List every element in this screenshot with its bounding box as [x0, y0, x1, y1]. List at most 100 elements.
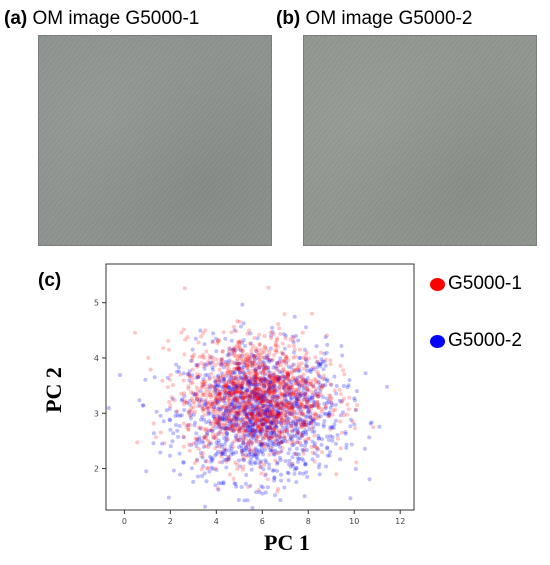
point-g5000-2	[263, 390, 268, 395]
point-g5000-1	[250, 416, 255, 421]
point-g5000-1	[258, 393, 263, 398]
point-g5000-2	[222, 418, 227, 423]
point-g5000-1	[209, 395, 213, 400]
point-g5000-1	[275, 489, 280, 494]
point-g5000-1	[195, 375, 200, 379]
point-g5000-2	[267, 408, 271, 413]
point-g5000-1	[205, 390, 210, 394]
point-g5000-2	[252, 409, 257, 414]
point-g5000-2	[227, 390, 232, 395]
point-g5000-2	[216, 418, 221, 423]
point-g5000-1	[268, 426, 273, 431]
point-g5000-2	[237, 426, 242, 431]
point-g5000-1	[286, 358, 291, 363]
point-g5000-2	[289, 365, 294, 370]
point-g5000-1	[211, 435, 216, 440]
point-g5000-2	[240, 381, 245, 385]
point-g5000-1	[282, 404, 287, 409]
point-g5000-2	[222, 426, 227, 431]
point-g5000-2	[226, 404, 231, 409]
point-g5000-2	[250, 389, 255, 394]
point-g5000-1	[295, 396, 300, 400]
point-g5000-2	[204, 363, 209, 368]
point-g5000-1	[256, 351, 261, 356]
point-g5000-2	[283, 333, 288, 338]
point-g5000-2	[255, 382, 260, 387]
point-g5000-1	[234, 329, 239, 334]
point-g5000-1	[245, 383, 250, 388]
point-g5000-2	[297, 368, 302, 373]
point-g5000-1	[289, 406, 294, 411]
point-g5000-1	[240, 430, 244, 435]
point-g5000-1	[262, 463, 267, 467]
point-g5000-2	[235, 385, 240, 390]
point-g5000-2	[192, 393, 197, 397]
point-g5000-1	[259, 382, 264, 386]
point-g5000-1	[230, 406, 235, 411]
point-g5000-1	[207, 362, 212, 367]
point-g5000-1	[224, 391, 229, 396]
point-g5000-2	[174, 362, 179, 367]
point-g5000-2	[210, 339, 215, 344]
point-g5000-2	[317, 385, 322, 390]
point-g5000-1	[231, 390, 236, 395]
point-g5000-2	[276, 374, 281, 379]
point-g5000-2	[273, 414, 278, 419]
point-g5000-1	[232, 367, 237, 371]
point-g5000-1	[256, 397, 261, 402]
point-g5000-1	[263, 427, 268, 432]
point-g5000-1	[160, 378, 165, 383]
point-g5000-2	[257, 442, 262, 447]
point-g5000-2	[253, 382, 258, 387]
point-g5000-2	[267, 399, 272, 404]
point-g5000-2	[236, 416, 241, 421]
point-g5000-1	[240, 359, 245, 364]
point-g5000-1	[181, 434, 186, 439]
point-g5000-2	[181, 460, 186, 465]
point-g5000-2	[334, 441, 338, 446]
point-g5000-2	[256, 412, 261, 417]
point-g5000-1	[313, 380, 318, 385]
point-g5000-2	[212, 405, 216, 410]
point-g5000-1	[278, 331, 283, 336]
point-g5000-2	[283, 389, 288, 394]
point-g5000-2	[269, 420, 274, 425]
point-g5000-2	[274, 401, 279, 406]
point-g5000-1	[284, 411, 288, 416]
point-g5000-2	[224, 437, 229, 442]
point-g5000-1	[234, 398, 239, 403]
point-g5000-2	[165, 375, 170, 380]
point-g5000-1	[272, 426, 277, 431]
point-g5000-1	[249, 440, 254, 444]
point-g5000-2	[233, 414, 238, 419]
point-g5000-2	[317, 436, 322, 441]
point-g5000-2	[294, 399, 299, 404]
point-g5000-1	[236, 409, 241, 414]
point-g5000-1	[265, 411, 269, 416]
point-g5000-1	[247, 359, 251, 364]
point-g5000-2	[205, 406, 210, 411]
point-g5000-2	[270, 325, 275, 330]
point-g5000-2	[265, 410, 270, 415]
point-g5000-1	[244, 363, 249, 368]
point-g5000-2	[305, 388, 310, 393]
point-g5000-1	[280, 409, 285, 414]
point-g5000-2	[294, 422, 299, 427]
point-g5000-2	[292, 471, 297, 476]
point-g5000-1	[269, 416, 274, 421]
point-g5000-2	[166, 495, 171, 500]
point-g5000-1	[154, 435, 158, 440]
point-g5000-1	[246, 441, 250, 446]
legend-item-g5000-2: G5000-2	[430, 330, 522, 352]
point-g5000-2	[268, 419, 272, 424]
point-g5000-2	[246, 423, 251, 428]
point-g5000-1	[234, 353, 238, 358]
point-g5000-1	[235, 389, 240, 394]
point-g5000-1	[265, 413, 270, 418]
point-g5000-2	[298, 417, 303, 421]
point-g5000-2	[294, 334, 298, 338]
point-g5000-2	[252, 353, 257, 358]
point-g5000-1	[253, 353, 258, 358]
point-g5000-1	[259, 471, 264, 476]
point-g5000-2	[349, 417, 354, 422]
